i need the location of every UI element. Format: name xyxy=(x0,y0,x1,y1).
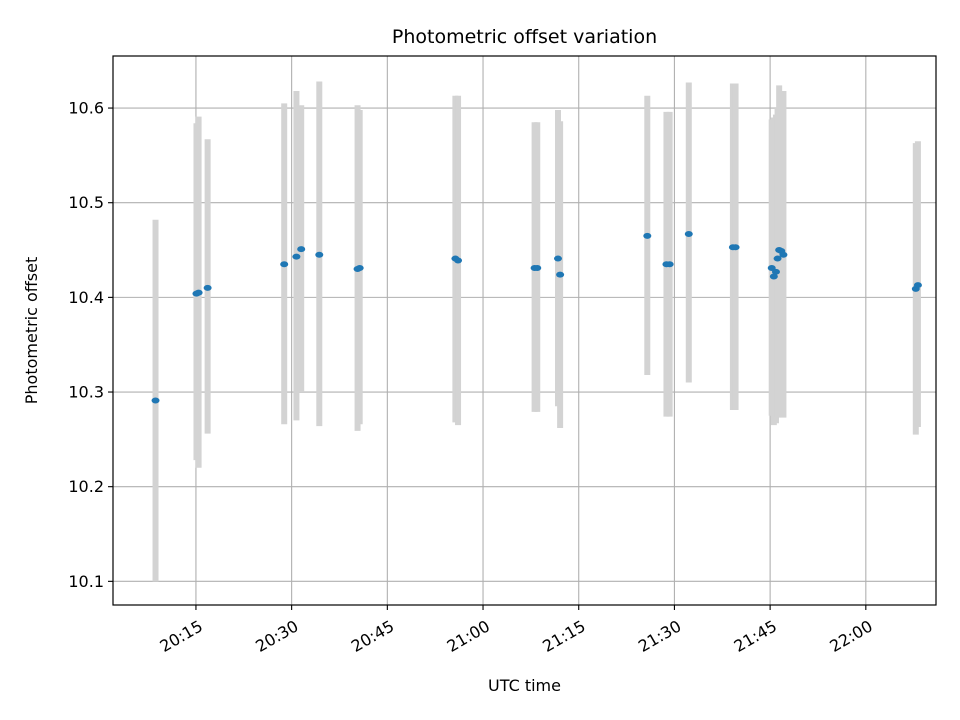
y-tick-label: 10.4 xyxy=(68,288,104,307)
data-point xyxy=(773,255,782,262)
data-point xyxy=(297,246,306,253)
y-tick-label: 10.6 xyxy=(68,99,104,118)
data-point xyxy=(684,230,693,237)
data-point xyxy=(292,253,301,260)
data-point xyxy=(556,271,565,278)
data-point xyxy=(533,265,542,272)
y-tick-label: 10.1 xyxy=(68,572,104,591)
data-point xyxy=(280,261,289,268)
data-point xyxy=(203,284,212,291)
data-point xyxy=(771,268,780,275)
data-point xyxy=(315,251,324,258)
data-point xyxy=(553,255,562,262)
plot-frame xyxy=(112,55,937,606)
data-point xyxy=(913,282,922,289)
y-axis-label: Photometric offset xyxy=(22,257,41,405)
y-tick-label: 10.3 xyxy=(68,383,104,402)
data-point xyxy=(779,251,788,258)
data-point xyxy=(731,244,740,251)
data-point xyxy=(151,397,160,404)
data-point xyxy=(355,265,364,272)
y-tick-label: 10.2 xyxy=(68,477,104,496)
x-axis-label: UTC time xyxy=(488,676,561,695)
data-point xyxy=(454,257,463,264)
data-point xyxy=(769,273,778,280)
data-point xyxy=(194,289,203,296)
y-axis-ticks: 10.1 10.2 10.3 10.4 10.5 10.6 xyxy=(68,99,113,591)
y-tick-label: 10.5 xyxy=(68,193,104,212)
grid-lines xyxy=(113,56,936,605)
data-point xyxy=(665,261,674,268)
chart-title: Photometric offset variation xyxy=(392,26,657,48)
data-points xyxy=(151,230,922,404)
data-point xyxy=(643,232,652,239)
